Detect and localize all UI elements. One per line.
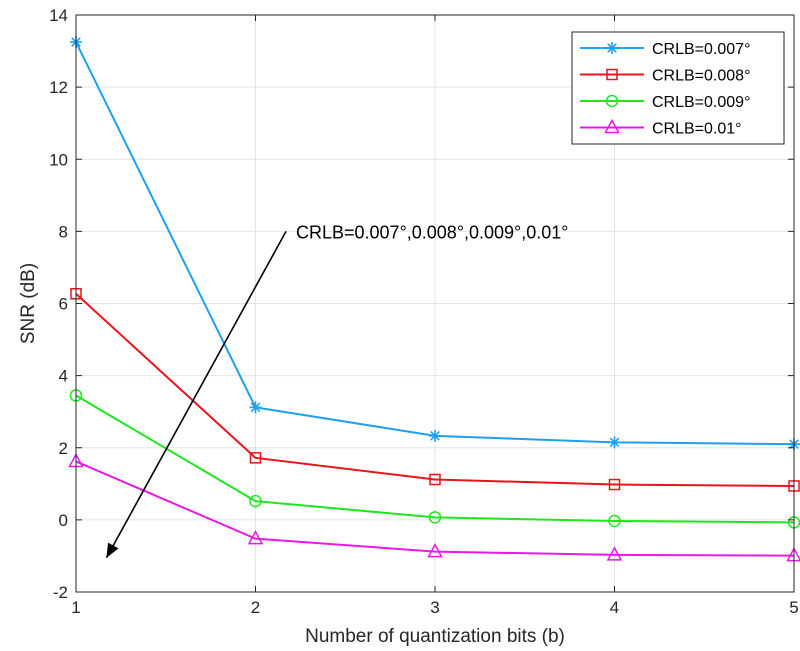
legend-marker — [604, 118, 620, 134]
legend-entry: CRLB=0.01° — [580, 118, 742, 138]
y-tick-label: 0 — [59, 511, 68, 530]
legend-marker — [606, 42, 618, 54]
legend: CRLB=0.007° CRLB=0.008° CRLB=0.009° CRLB=0.… — [571, 31, 785, 145]
legend-label: CRLB=0.008° — [652, 68, 750, 85]
y-tick-label: -2 — [53, 583, 68, 602]
series-line — [75, 460, 795, 557]
x-tick-label: 1 — [71, 598, 80, 617]
series-1 — [70, 36, 800, 451]
x-tick-label: 5 — [789, 598, 798, 617]
annotation-arrow-line — [105, 230, 287, 559]
y-tick-label: 10 — [49, 150, 68, 169]
data-point — [249, 452, 262, 464]
data-point — [428, 511, 442, 524]
y-tick-label: 12 — [49, 78, 68, 97]
data-point — [427, 543, 443, 558]
annotation-arrow-head — [106, 542, 119, 558]
data-point — [608, 514, 621, 528]
legend-entry: CRLB=0.009° — [580, 94, 750, 111]
data-point — [429, 473, 441, 486]
data-point — [606, 546, 623, 561]
legend-marker — [605, 94, 619, 108]
series-4 — [68, 452, 800, 562]
data-point — [608, 478, 621, 491]
y-tick-label: 14 — [49, 6, 68, 25]
data-point — [249, 494, 262, 508]
series-line — [75, 394, 795, 524]
x-tick-label: 3 — [430, 598, 439, 617]
plot-area — [68, 36, 800, 562]
legend-entry: CRLB=0.007° — [580, 41, 750, 58]
x-tick-label: 4 — [610, 598, 619, 617]
x-axis-label: Number of quantization bits (b) — [305, 626, 565, 647]
data-point — [429, 429, 441, 442]
legend-entry: CRLB=0.008° — [580, 68, 750, 85]
y-tick-label: 4 — [59, 367, 68, 386]
x-tick-label: 2 — [251, 598, 260, 617]
legend-label: CRLB=0.009° — [652, 94, 750, 111]
y-tick-label: 8 — [59, 222, 68, 241]
legend-box — [571, 31, 785, 145]
data-point — [249, 401, 262, 414]
data-point — [608, 436, 621, 449]
annotation: CRLB=0.007°,0.008°,0.009°,0.01° — [105, 222, 569, 559]
y-tick-label: 2 — [59, 439, 68, 458]
legend-marker — [606, 68, 618, 81]
annotation-text: CRLB=0.007°,0.008°,0.009°,0.01° — [296, 222, 569, 242]
series-line — [75, 293, 795, 487]
legend-label: CRLB=0.007° — [652, 41, 750, 58]
y-axis-label: SNR (dB) — [18, 263, 39, 344]
legend-label: CRLB=0.01° — [652, 121, 742, 138]
data-point — [247, 530, 264, 545]
y-tick-label: 6 — [59, 295, 68, 314]
